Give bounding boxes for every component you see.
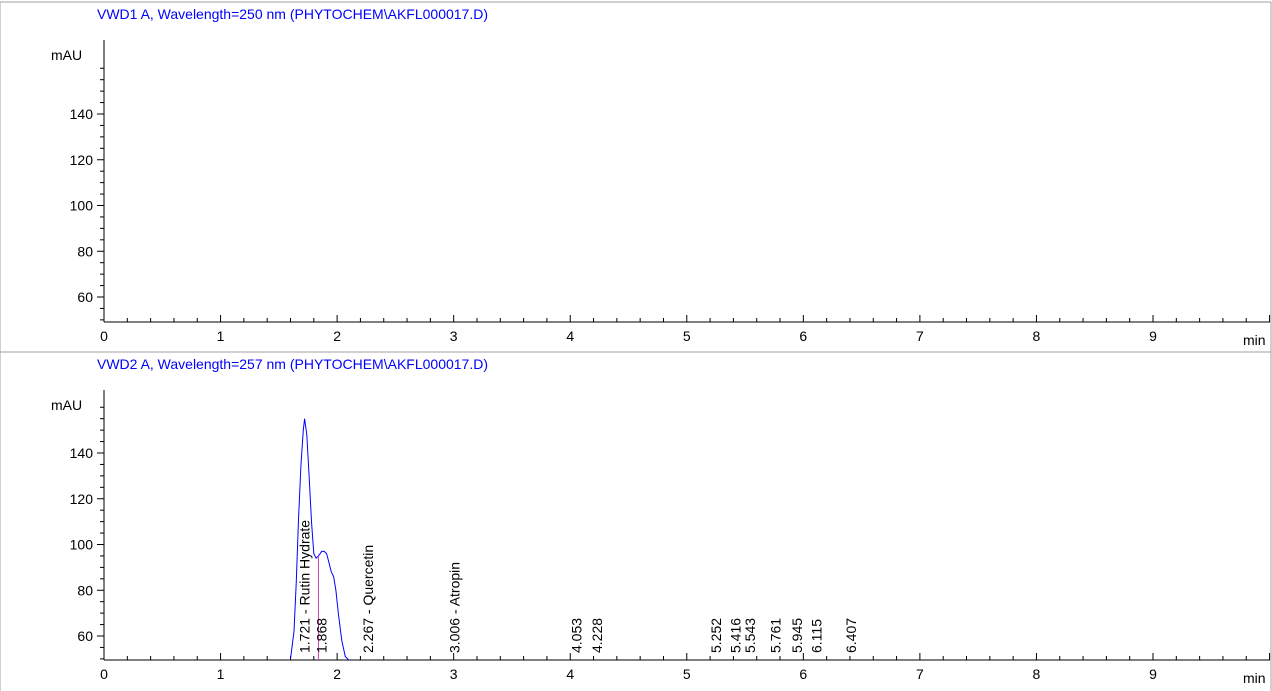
x-tick-label: 8 xyxy=(1033,666,1041,682)
x-tick-label: 4 xyxy=(566,666,574,682)
panel-title: VWD2 A, Wavelength=257 nm (PHYTOCHEM\AKF… xyxy=(97,356,488,372)
y-axis-label: mAU xyxy=(51,47,82,63)
y-tick-label: 140 xyxy=(70,445,94,461)
y-tick-label: 100 xyxy=(70,537,94,553)
x-tick-label: 8 xyxy=(1033,328,1041,344)
chromatogram-trace xyxy=(290,418,350,661)
chromatogram-panel-vwd1: VWD1 A, Wavelength=250 nm (PHYTOCHEM\AKF… xyxy=(51,6,1271,348)
x-tick-label: 9 xyxy=(1149,328,1157,344)
peak-label: 1.721 - Rutin Hydrate xyxy=(297,520,313,653)
x-tick-label: 0 xyxy=(100,666,108,682)
y-tick-label: 140 xyxy=(70,106,94,122)
peak-label: 3.006 - Atropin xyxy=(446,562,462,653)
y-tick-label: 80 xyxy=(77,243,93,259)
x-tick-label: 2 xyxy=(333,328,341,344)
peak-label: 5.761 xyxy=(768,618,784,653)
peak-label: 6.407 xyxy=(843,618,859,653)
y-tick-label: 120 xyxy=(70,491,94,507)
y-tick-label: 60 xyxy=(77,628,93,644)
x-tick-label: 5 xyxy=(683,328,691,344)
x-tick-label: 1 xyxy=(217,328,225,344)
x-tick-label: 3 xyxy=(450,666,458,682)
peak-label: 5.543 xyxy=(742,618,758,653)
x-tick-label: 2 xyxy=(333,666,341,682)
chromatogram-panel-vwd2: VWD2 A, Wavelength=257 nm (PHYTOCHEM\AKF… xyxy=(51,356,1271,686)
x-tick-label: 9 xyxy=(1149,666,1157,682)
y-tick-label: 120 xyxy=(70,152,94,168)
x-axis-label: min xyxy=(1243,670,1266,686)
peak-label: 4.053 xyxy=(568,618,584,653)
y-tick-label: 80 xyxy=(77,582,93,598)
peak-label: 5.416 xyxy=(727,618,743,653)
peak-label: 2.267 - Quercetin xyxy=(360,545,376,653)
x-axis-label: min xyxy=(1243,332,1266,348)
x-tick-label: 7 xyxy=(916,666,924,682)
peak-label: 4.228 xyxy=(589,618,605,653)
peak-label: 5.945 xyxy=(789,618,805,653)
x-tick-label: 4 xyxy=(566,328,574,344)
x-tick-label: 6 xyxy=(799,666,807,682)
x-tick-label: 0 xyxy=(100,328,108,344)
peak-label: 6.115 xyxy=(809,619,825,653)
panel-title: VWD1 A, Wavelength=250 nm (PHYTOCHEM\AKF… xyxy=(97,6,488,22)
y-axis-label: mAU xyxy=(51,397,82,413)
y-tick-label: 60 xyxy=(77,289,93,305)
x-tick-label: 1 xyxy=(217,666,225,682)
peak-label: 1.868 xyxy=(314,618,330,653)
x-tick-label: 3 xyxy=(450,328,458,344)
y-tick-label: 100 xyxy=(70,198,94,214)
x-tick-label: 7 xyxy=(916,328,924,344)
x-tick-label: 5 xyxy=(683,666,691,682)
x-tick-label: 6 xyxy=(799,328,807,344)
peak-label: 5.252 xyxy=(708,618,724,653)
